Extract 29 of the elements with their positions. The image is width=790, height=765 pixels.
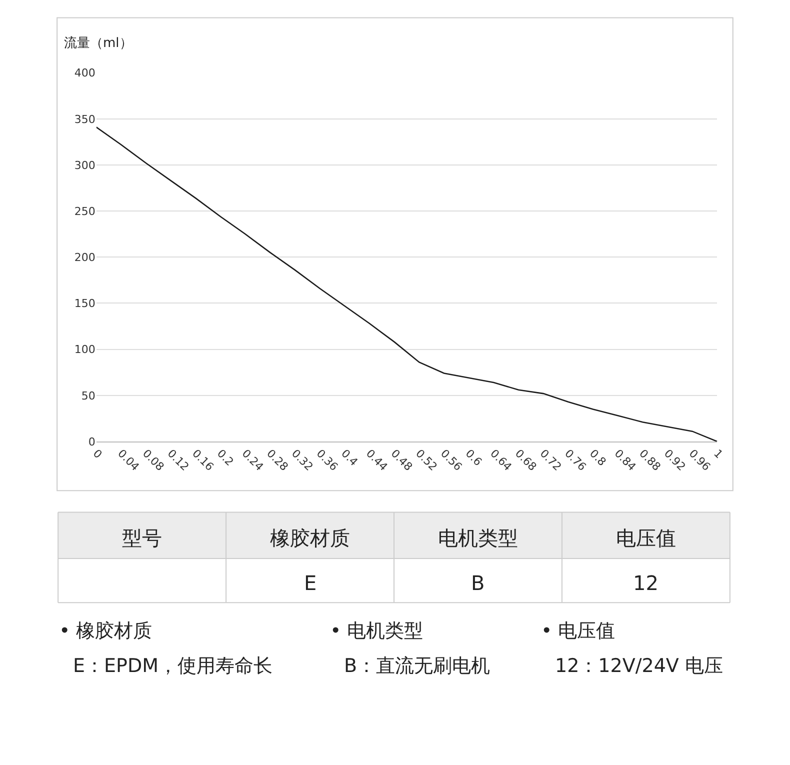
text: • 橡胶材质 — [59, 620, 152, 642]
x-tick-label: 0.6 — [462, 446, 484, 469]
text: 电机类型 — [438, 526, 518, 550]
y-tick-label: 200 — [74, 251, 96, 264]
y-tick-label: 400 — [74, 66, 96, 80]
y-tick-label: 0 — [88, 435, 96, 448]
y-tick-label: 250 — [74, 204, 96, 218]
text: 橡胶材质 — [270, 526, 350, 550]
y-axis-title: 流量（ml） — [64, 35, 132, 51]
x-tick-label: 0.4 — [338, 446, 360, 469]
text: E — [304, 571, 317, 595]
x-tick-label: 1 — [711, 446, 726, 462]
text: • 电压值 — [541, 620, 616, 642]
text: 电压值 — [616, 526, 676, 550]
y-tick-label: 350 — [74, 112, 96, 126]
text: 12：12V/24V 电压 — [555, 655, 723, 677]
text: 型号 — [122, 526, 162, 550]
y-tick-label: 300 — [74, 158, 96, 172]
line-series — [96, 126, 718, 442]
y-tick-label: 50 — [81, 389, 96, 402]
x-tick-label: 0.2 — [214, 446, 236, 469]
text: E：EPDM，使用寿命长 — [73, 655, 272, 677]
text: 12 — [633, 571, 658, 595]
text: B — [471, 571, 485, 595]
text: B：直流无刷电机 — [344, 655, 490, 677]
y-tick-label: 150 — [74, 297, 96, 310]
x-tick-label: 0.8 — [587, 446, 609, 469]
text: • 电机类型 — [330, 620, 424, 642]
y-tick-label: 100 — [74, 343, 96, 356]
